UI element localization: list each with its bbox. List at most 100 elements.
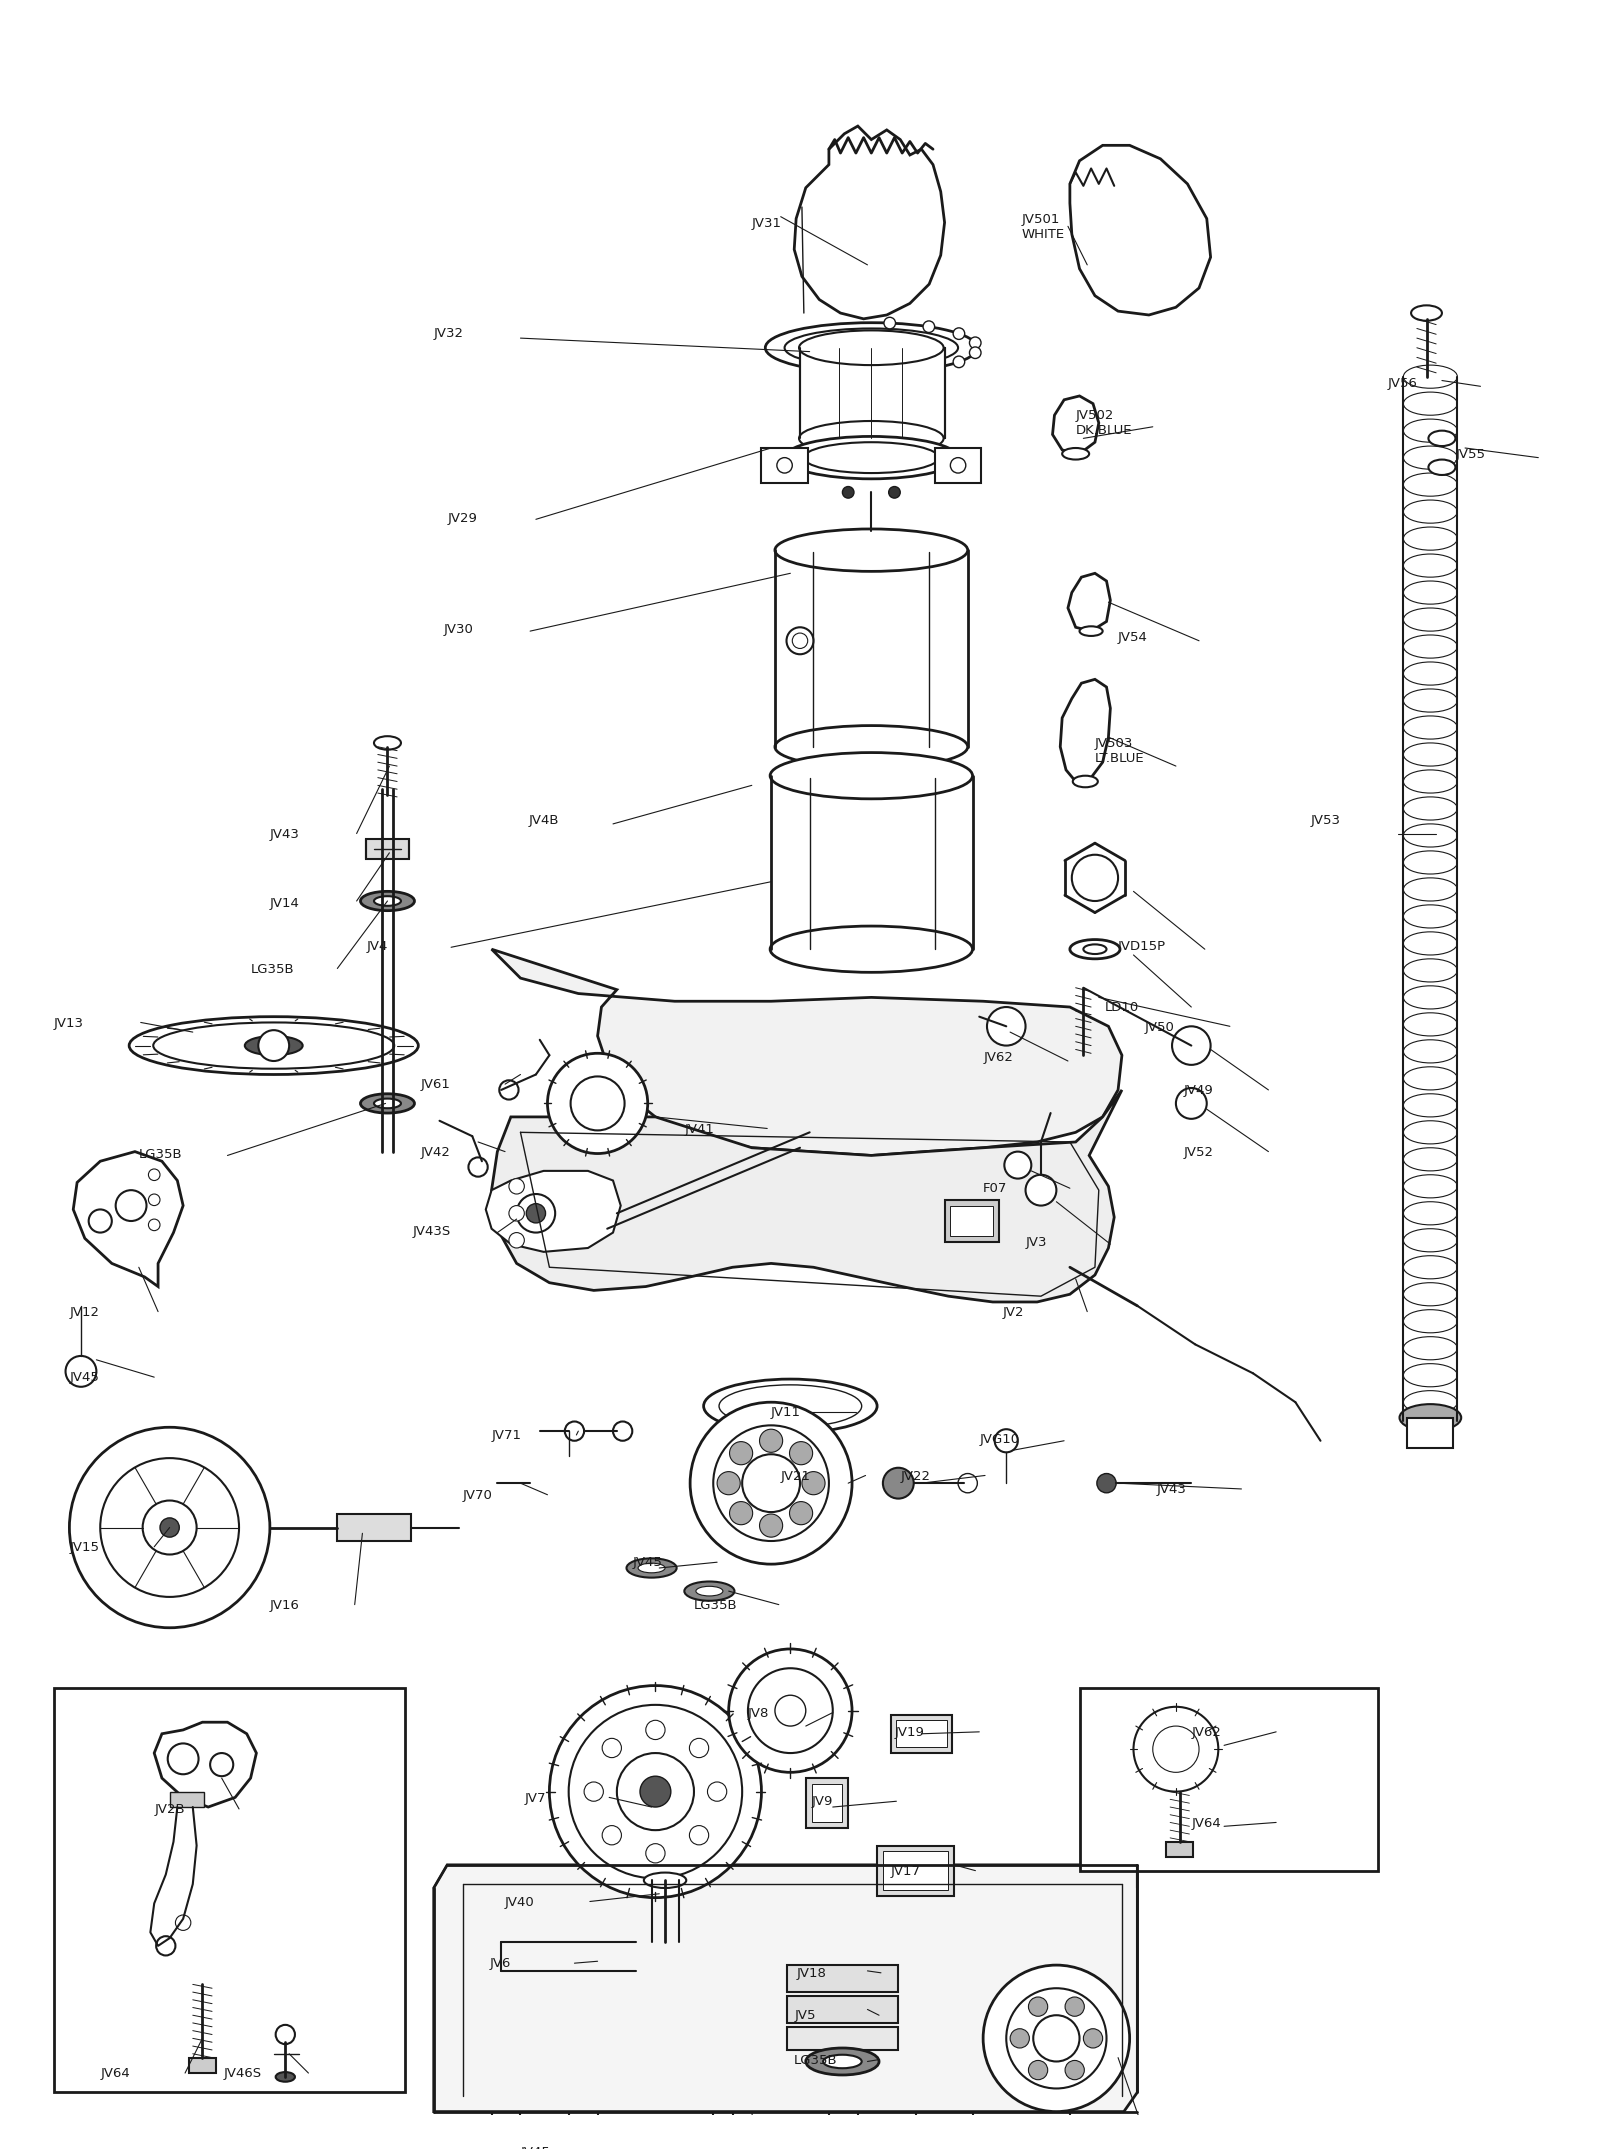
Text: JV42: JV42 <box>421 1145 450 1158</box>
Polygon shape <box>800 348 944 438</box>
Ellipse shape <box>1411 305 1442 320</box>
Circle shape <box>883 367 896 378</box>
Text: JV29: JV29 <box>448 511 477 524</box>
Ellipse shape <box>803 443 939 473</box>
Ellipse shape <box>1403 473 1458 496</box>
Circle shape <box>742 1455 800 1513</box>
Text: JV45: JV45 <box>632 1556 662 1569</box>
Circle shape <box>499 1081 518 1100</box>
Circle shape <box>1173 1027 1211 1066</box>
Ellipse shape <box>1403 634 1458 658</box>
Ellipse shape <box>806 2048 878 2076</box>
Ellipse shape <box>1070 939 1120 958</box>
Circle shape <box>1083 2029 1102 2048</box>
Circle shape <box>613 1420 632 1440</box>
Circle shape <box>714 1425 829 1541</box>
Ellipse shape <box>784 436 958 479</box>
Ellipse shape <box>643 1872 686 1889</box>
Text: JV43: JV43 <box>1157 1483 1187 1496</box>
Text: JV43S: JV43S <box>413 1225 451 1238</box>
Circle shape <box>584 1782 603 1801</box>
Polygon shape <box>1053 395 1099 453</box>
Bar <box>891 1715 952 1754</box>
Ellipse shape <box>696 1586 723 1597</box>
Circle shape <box>970 337 981 348</box>
Circle shape <box>982 1964 1130 2112</box>
Bar <box>54 1687 405 2093</box>
Text: JV14: JV14 <box>270 896 299 911</box>
Bar <box>883 1852 949 1889</box>
Ellipse shape <box>798 331 944 365</box>
Ellipse shape <box>1083 943 1107 954</box>
Circle shape <box>843 486 854 499</box>
Ellipse shape <box>554 2130 582 2140</box>
Text: JV50: JV50 <box>1146 1021 1174 1034</box>
Circle shape <box>995 1429 1018 1453</box>
Ellipse shape <box>154 1023 394 1068</box>
Circle shape <box>602 1827 621 1844</box>
Ellipse shape <box>1403 879 1458 900</box>
Circle shape <box>69 1427 270 1627</box>
Text: LG35B: LG35B <box>139 1148 182 1160</box>
Circle shape <box>602 1739 621 1758</box>
Circle shape <box>789 1502 813 1526</box>
Circle shape <box>142 1500 197 1554</box>
Text: JV13: JV13 <box>54 1016 83 1029</box>
Polygon shape <box>1067 574 1110 632</box>
Circle shape <box>168 1743 198 1775</box>
Ellipse shape <box>360 892 414 911</box>
Ellipse shape <box>374 896 402 907</box>
Ellipse shape <box>542 2125 595 2145</box>
Polygon shape <box>486 1171 621 1253</box>
Ellipse shape <box>1403 851 1458 875</box>
Bar <box>1408 1418 1453 1448</box>
Circle shape <box>571 1077 624 1130</box>
Text: JV54: JV54 <box>1118 632 1147 645</box>
Bar <box>787 1964 898 1992</box>
Bar <box>762 447 808 484</box>
Text: JV17: JV17 <box>891 1865 920 1878</box>
Ellipse shape <box>1403 501 1458 522</box>
Ellipse shape <box>1403 958 1458 982</box>
Circle shape <box>1006 1988 1107 2089</box>
Ellipse shape <box>1403 662 1458 686</box>
Circle shape <box>954 357 965 367</box>
Ellipse shape <box>1429 430 1456 447</box>
Circle shape <box>160 1517 179 1537</box>
Ellipse shape <box>1403 554 1458 578</box>
Circle shape <box>258 1029 290 1062</box>
Circle shape <box>707 1782 726 1801</box>
Text: JVG10: JVG10 <box>979 1433 1019 1446</box>
Ellipse shape <box>950 458 966 473</box>
Polygon shape <box>1061 679 1110 782</box>
Circle shape <box>1066 2061 1085 2080</box>
Circle shape <box>509 1206 525 1221</box>
Ellipse shape <box>718 1384 862 1427</box>
Ellipse shape <box>1403 580 1458 604</box>
Circle shape <box>157 1936 176 1956</box>
Ellipse shape <box>1403 769 1458 793</box>
Ellipse shape <box>1403 391 1458 415</box>
Circle shape <box>1029 2061 1048 2080</box>
Text: LD10: LD10 <box>1104 1001 1139 1014</box>
Bar <box>950 1206 992 1236</box>
Ellipse shape <box>245 1036 302 1055</box>
Polygon shape <box>1070 146 1211 316</box>
Text: JV502
DK.BLUE: JV502 DK.BLUE <box>1075 410 1133 438</box>
Text: JV40: JV40 <box>506 1895 534 1908</box>
Ellipse shape <box>1403 1094 1458 1117</box>
Circle shape <box>1026 1176 1056 1206</box>
Circle shape <box>517 1195 555 1234</box>
Circle shape <box>690 1827 709 1844</box>
Text: JV3: JV3 <box>1026 1236 1046 1249</box>
Circle shape <box>618 1754 694 1831</box>
Circle shape <box>646 1844 666 1863</box>
Circle shape <box>1133 1706 1218 1792</box>
Circle shape <box>149 1169 160 1180</box>
Text: JV21: JV21 <box>781 1470 811 1483</box>
Text: JV12: JV12 <box>69 1307 99 1319</box>
Ellipse shape <box>1403 1148 1458 1171</box>
Circle shape <box>565 1420 584 1440</box>
Circle shape <box>747 1668 832 1754</box>
Ellipse shape <box>1403 905 1458 928</box>
